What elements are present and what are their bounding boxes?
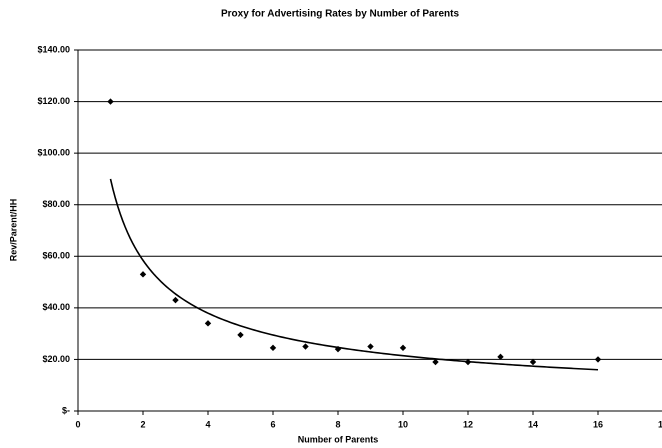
data-point	[497, 353, 504, 361]
y-tick-label: $-	[62, 405, 70, 415]
data-point	[107, 98, 114, 105]
data-point	[367, 343, 374, 350]
y-tick-label: $140.00	[37, 44, 70, 54]
x-tick-label: 4	[205, 419, 210, 429]
y-axis-label: Rev/Parent/HH	[8, 199, 18, 262]
data-point	[432, 358, 439, 366]
x-tick-label: 16	[593, 419, 603, 429]
x-tick-label: 2	[140, 419, 145, 429]
trendline	[109, 178, 599, 371]
y-tick-label: $20.00	[42, 354, 70, 364]
data-point	[139, 271, 147, 278]
y-tick-label: $40.00	[42, 302, 70, 312]
y-tick-label: $80.00	[42, 199, 70, 209]
x-tick-label: 18	[658, 419, 662, 429]
data-point	[464, 358, 472, 366]
y-tick-label: $120.00	[37, 96, 70, 106]
x-tick-label: 14	[528, 419, 538, 429]
data-point	[204, 320, 212, 327]
data-point	[529, 358, 537, 366]
y-tick-label: $100.00	[37, 148, 70, 158]
x-tick-label: 8	[335, 419, 340, 429]
chart-title: Proxy for Advertising Rates by Number of…	[221, 9, 459, 20]
x-axis-label: Number of Parents	[298, 434, 379, 444]
x-tick-label: 12	[463, 419, 473, 429]
x-tick-label: 10	[398, 419, 408, 429]
data-point	[269, 344, 277, 352]
y-tick-label: $60.00	[42, 251, 70, 261]
x-tick-label: 6	[270, 419, 275, 429]
data-point	[237, 331, 244, 339]
x-tick-label: 0	[75, 419, 80, 429]
data-point	[399, 344, 407, 352]
data-point	[302, 343, 309, 350]
data-point	[594, 356, 602, 363]
data-point	[334, 345, 342, 353]
data-point	[172, 296, 179, 304]
